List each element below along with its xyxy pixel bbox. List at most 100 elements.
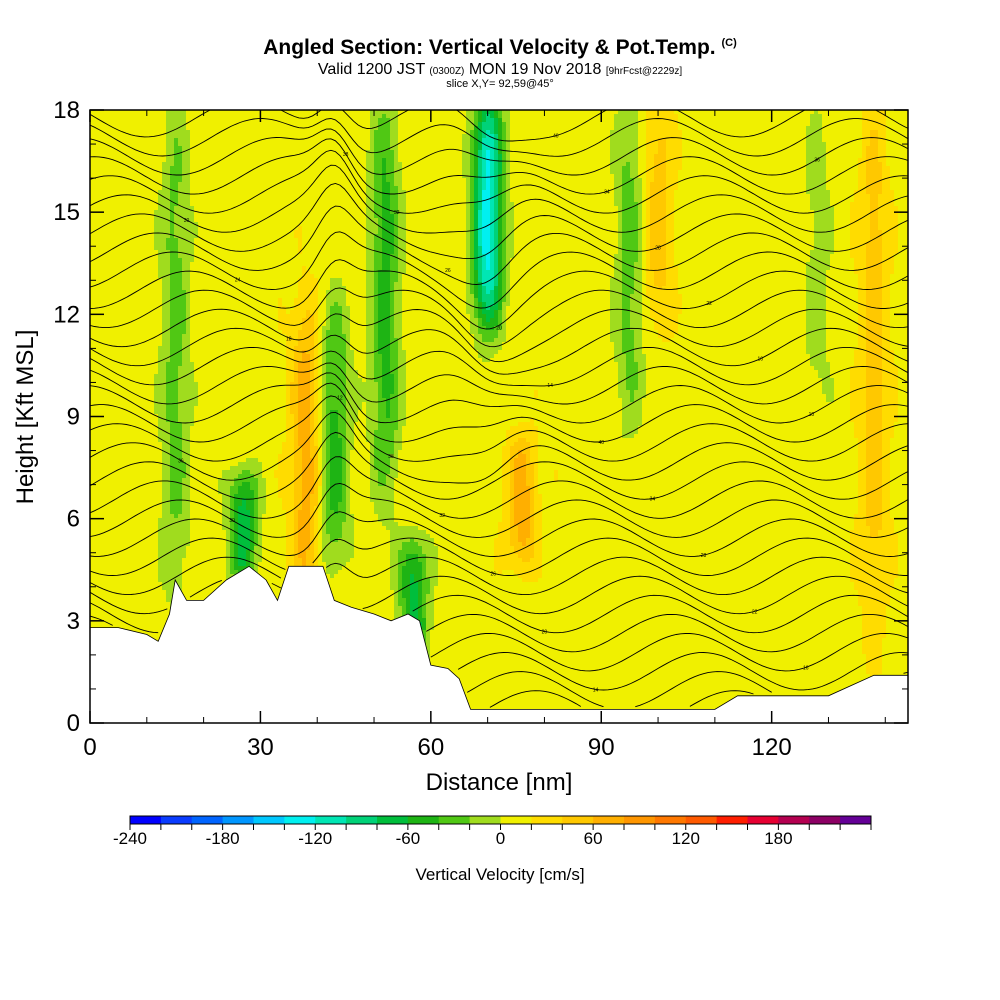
velocity-cell [134, 286, 139, 291]
velocity-cell [182, 390, 187, 395]
velocity-cell [210, 470, 215, 475]
velocity-cell [198, 218, 203, 223]
velocity-cell [190, 366, 195, 371]
velocity-cell [158, 578, 163, 583]
velocity-cell [138, 418, 143, 423]
velocity-cell [122, 402, 127, 407]
velocity-cell [178, 218, 183, 223]
velocity-cell [146, 386, 151, 391]
velocity-cell [190, 174, 195, 179]
velocity-cell [190, 266, 195, 271]
velocity-cell [110, 190, 115, 195]
velocity-cell [162, 422, 167, 427]
velocity-cell [154, 314, 159, 319]
velocity-cell [202, 410, 207, 415]
velocity-cell [150, 554, 155, 559]
velocity-cell [126, 538, 131, 543]
velocity-cell [190, 178, 195, 183]
velocity-cell [94, 162, 99, 167]
velocity-cell [158, 218, 163, 223]
velocity-cell [214, 146, 219, 151]
velocity-cell [186, 458, 191, 463]
velocity-cell [154, 418, 159, 423]
velocity-cell [110, 454, 115, 459]
velocity-cell [102, 442, 107, 447]
velocity-cell [210, 374, 215, 379]
velocity-cell [118, 290, 123, 295]
velocity-cell [118, 326, 123, 331]
velocity-cell [210, 554, 215, 559]
velocity-cell [134, 242, 139, 247]
velocity-cell [118, 390, 123, 395]
velocity-cell [166, 154, 171, 159]
velocity-cell [150, 510, 155, 515]
velocity-cell [114, 354, 119, 359]
velocity-cell [218, 114, 223, 119]
velocity-cell [110, 458, 115, 463]
velocity-cell [106, 558, 111, 563]
velocity-cell [182, 562, 187, 567]
velocity-cell [162, 114, 167, 119]
velocity-cell [166, 478, 171, 483]
velocity-cell [210, 546, 215, 551]
velocity-cell [210, 366, 215, 371]
velocity-cell [138, 622, 143, 627]
velocity-cell [162, 614, 167, 619]
velocity-cell [162, 594, 167, 599]
velocity-cell [134, 218, 139, 223]
velocity-cell [158, 174, 163, 179]
velocity-cell [102, 338, 107, 343]
velocity-cell [174, 362, 179, 367]
velocity-cell [126, 358, 131, 363]
velocity-cell [210, 446, 215, 451]
velocity-cell [118, 118, 123, 123]
velocity-cell [110, 534, 115, 539]
velocity-cell [102, 410, 107, 415]
velocity-cell [178, 394, 183, 399]
velocity-cell [186, 390, 191, 395]
velocity-cell [98, 134, 103, 139]
velocity-cell [182, 478, 187, 483]
velocity-cell [206, 398, 211, 403]
velocity-cell [186, 402, 191, 407]
velocity-cell [138, 266, 143, 271]
velocity-cell [146, 434, 151, 439]
velocity-cell [186, 294, 191, 299]
velocity-cell [150, 498, 155, 503]
velocity-cell [190, 406, 195, 411]
velocity-cell [146, 274, 151, 279]
velocity-cell [126, 526, 131, 531]
velocity-cell [138, 218, 143, 223]
velocity-cell [178, 170, 183, 175]
velocity-cell [174, 510, 179, 515]
velocity-cell [118, 486, 123, 491]
velocity-cell [130, 230, 135, 235]
velocity-cell [110, 214, 115, 219]
velocity-cell [130, 418, 135, 423]
velocity-cell [150, 238, 155, 243]
velocity-cell [134, 114, 139, 119]
velocity-cell [130, 406, 135, 411]
velocity-cell [182, 474, 187, 479]
velocity-cell [146, 618, 151, 623]
velocity-cell [94, 474, 99, 479]
velocity-cell [150, 582, 155, 587]
velocity-cell [146, 510, 151, 515]
velocity-cell [126, 494, 131, 499]
velocity-cell [194, 554, 199, 559]
velocity-cell [170, 134, 175, 139]
velocity-cell [150, 122, 155, 127]
velocity-cell [126, 282, 131, 287]
velocity-cell [142, 222, 147, 227]
velocity-cell [162, 306, 167, 311]
velocity-cell [102, 190, 107, 195]
velocity-cell [102, 426, 107, 431]
velocity-cell [134, 434, 139, 439]
velocity-cell [170, 402, 175, 407]
velocity-cell [122, 442, 127, 447]
velocity-cell [162, 510, 167, 515]
velocity-cell [190, 258, 195, 263]
velocity-cell [182, 334, 187, 339]
velocity-cell [186, 426, 191, 431]
velocity-cell [134, 538, 139, 543]
